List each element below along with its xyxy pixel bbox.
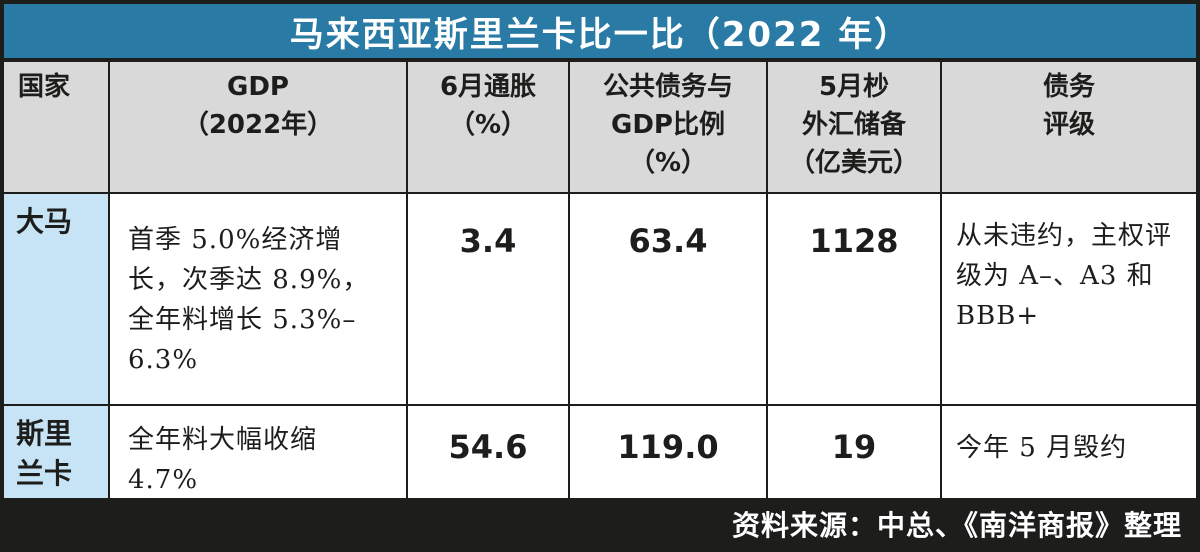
row-malaysia-reserves: 1128: [768, 194, 940, 404]
row-srilanka-reserves: 19: [768, 406, 940, 498]
header-reserves: 5月杪 外汇储备 （亿美元）: [768, 62, 940, 192]
header-gdp: GDP （2022年）: [110, 62, 406, 192]
row-malaysia-rating: 从未违约，主权评级为 A–、A3 和 BBB+: [942, 194, 1196, 404]
header-rating-line2: 评级: [1042, 110, 1095, 140]
row-srilanka-debt: 119.0: [570, 406, 766, 498]
header-inflation-line2: （%）: [448, 110, 528, 140]
header-inflation-line1: 6月通胀: [439, 72, 537, 102]
header-debt-line2: GDP比例: [611, 110, 725, 140]
row-malaysia-debt: 63.4: [570, 194, 766, 404]
row-srilanka-inflation: 54.6: [408, 406, 568, 498]
header-debt-line3: （%）: [628, 148, 708, 178]
header-debt-line1: 公共债务与: [602, 72, 733, 102]
header-country: 国家: [4, 62, 108, 192]
header-gdp-line2: （2022年）: [182, 110, 334, 140]
header-country-label: 国家: [18, 72, 71, 102]
header-rating: 债务 评级: [942, 62, 1196, 192]
country-name-line2: 兰卡: [16, 457, 73, 490]
source-note: 资料来源：中总、《南洋商报》整理: [4, 500, 1196, 548]
header-gdp-line1: GDP: [227, 72, 289, 102]
header-inflation: 6月通胀 （%）: [408, 62, 568, 192]
header-rating-line1: 债务: [1042, 72, 1095, 102]
row-malaysia-inflation: 3.4: [408, 194, 568, 404]
row-malaysia-gdp: 首季 5.0%经济增长，次季达 8.9%，全年料增长 5.3%–6.3%: [110, 194, 406, 404]
country-name-line1: 斯里: [16, 417, 73, 450]
country-name: 大马: [16, 205, 73, 238]
header-reserves-line1: 5月杪: [818, 72, 890, 102]
row-srilanka-rating: 今年 5 月毁约: [942, 406, 1196, 498]
row-srilanka-country: 斯里 兰卡: [4, 406, 108, 498]
header-debt: 公共债务与 GDP比例 （%）: [570, 62, 766, 192]
row-srilanka-gdp: 全年料大幅收缩 4.7%: [110, 406, 406, 498]
header-reserves-line2: 外汇储备: [801, 110, 906, 140]
header-reserves-line3: （亿美元）: [788, 148, 919, 178]
table-title: 马来西亚斯里兰卡比一比（2022 年）: [4, 4, 1196, 58]
row-malaysia-country: 大马: [4, 194, 108, 404]
